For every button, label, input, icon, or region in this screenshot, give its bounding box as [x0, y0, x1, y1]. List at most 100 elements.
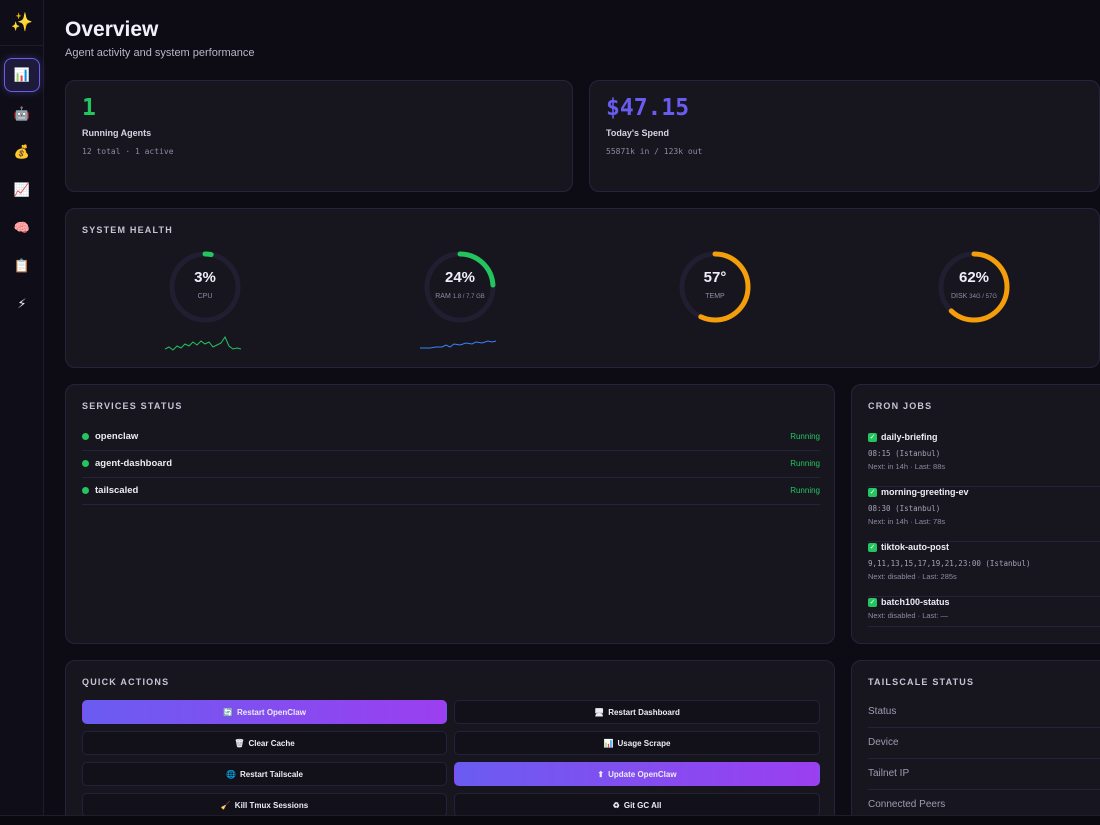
todays-spend-card: $47.15 Today's Spend 55871k in / 123k ou…: [589, 80, 1100, 192]
globe-icon: 🌐: [226, 769, 236, 779]
sidebar-item-overview[interactable]: 📊: [4, 58, 40, 92]
clear-cache-button[interactable]: 🗑 Clear Cache: [82, 731, 447, 755]
disk-detail: 34G / 57G: [969, 294, 997, 300]
service-name: openclaw: [95, 431, 139, 442]
temp-gauge-ring: [679, 251, 751, 323]
disk-label: DISK 34G / 57G: [934, 291, 1014, 303]
button-label: Git GC All: [623, 800, 662, 810]
check-icon: ✓: [868, 543, 877, 552]
todays-spend-value: $47.15: [606, 95, 690, 121]
temp-label: TEMP: [675, 291, 755, 303]
sparkles-icon[interactable]: ✨: [0, 0, 44, 46]
cron-schedule: 08:30 (Istanbul): [868, 504, 941, 513]
button-label: Clear Cache: [248, 738, 295, 748]
ram-detail: 1.8 / 7.7 GB: [452, 294, 485, 300]
sidebar-item-spend[interactable]: 💰: [4, 135, 40, 169]
tailscale-label: Connected Peers: [868, 799, 946, 810]
bar-chart-icon: 📊: [13, 67, 31, 83]
ram-gauge-arc: [424, 251, 496, 323]
system-health-title: SYSTEM HEALTH: [82, 225, 173, 235]
sidebar-item-analytics[interactable]: 📈: [4, 173, 40, 207]
temp-value: 57°: [703, 269, 727, 286]
cron-row-daily-briefing[interactable]: ✓ daily-briefing 08:15 (Istanbul) Next: …: [868, 432, 1100, 487]
cron-next: Next: in 14h · Last: 88s: [868, 462, 946, 471]
status-dot: [82, 433, 89, 440]
up-arrow-icon: ⬆: [597, 769, 605, 779]
running-agents-label: Running Agents: [82, 128, 152, 138]
button-label: Update OpenClaw: [608, 769, 677, 779]
trash-icon: 🗑: [234, 738, 245, 748]
cron-row-batch100-status[interactable]: ✓ batch100-status Next: disabled · Last:…: [868, 597, 1100, 627]
button-label: Usage Scrape: [617, 738, 671, 748]
button-label: Restart OpenClaw: [237, 707, 306, 717]
tailscale-status-card: TAILSCALE STATUS Status Device Tailnet I…: [851, 660, 1100, 825]
disk-gauge-arc: [938, 251, 1010, 323]
lightning-icon: ⚡: [17, 296, 27, 312]
clipboard-icon: 📋: [13, 258, 31, 274]
services-status-title: SERVICES STATUS: [82, 401, 183, 411]
temp-label-text: TEMP: [705, 293, 725, 300]
cron-jobs-card: CRON JOBS ✓ daily-briefing 08:15 (Istanb…: [851, 384, 1100, 644]
line-chart-icon: 📈: [13, 182, 31, 198]
ram-gauge: 24% RAM 1.8 / 7.7 GB: [420, 247, 500, 327]
temp-gauge: 57° TEMP: [675, 247, 755, 327]
button-label: Restart Tailscale: [239, 769, 303, 779]
cpu-gauge: 3% CPU: [165, 247, 245, 327]
cron-next: Next: disabled · Last: 285s: [868, 572, 957, 581]
usage-scrape-button[interactable]: 📊 Usage Scrape: [454, 731, 820, 755]
disk-gauge-ring: [938, 251, 1010, 323]
cron-name: daily-briefing: [881, 432, 938, 442]
tailscale-row-status: Status: [868, 697, 1100, 728]
sidebar-item-agents[interactable]: 🤖: [4, 97, 40, 131]
sidebar-item-actions[interactable]: ⚡: [4, 287, 40, 321]
service-row-openclaw[interactable]: openclaw Running: [82, 424, 820, 451]
running-agents-card: 1 Running Agents 12 total · 1 active: [65, 80, 573, 192]
ram-gauge-ring: [424, 251, 496, 323]
update-openclaw-button[interactable]: ⬆ Update OpenClaw: [454, 762, 820, 786]
git-gc-all-button[interactable]: ♻ Git GC All: [454, 793, 820, 817]
cpu-value: 3%: [194, 269, 216, 286]
ram-label: RAM 1.8 / 7.7 GB: [420, 291, 500, 303]
cron-next: Next: in 14h · Last: 78s: [868, 517, 946, 526]
quick-actions-title: QUICK ACTIONS: [82, 677, 170, 687]
cron-schedule: 9,11,13,15,17,19,21,23:00 (Istanbul): [868, 559, 1031, 568]
service-status: Running: [790, 486, 820, 495]
check-icon: ✓: [868, 598, 877, 607]
tailscale-label: Tailnet IP: [868, 768, 910, 779]
service-row-agent-dashboard[interactable]: agent-dashboard Running: [82, 451, 820, 478]
cron-jobs-title: CRON JOBS: [868, 401, 933, 411]
recycle-icon: ♻: [612, 800, 620, 810]
cron-name: tiktok-auto-post: [881, 542, 949, 552]
check-icon: ✓: [868, 433, 877, 442]
cron-row-tiktok-auto-post[interactable]: ✓ tiktok-auto-post 9,11,13,15,17,19,21,2…: [868, 542, 1100, 597]
service-row-tailscaled[interactable]: tailscaled Running: [82, 478, 820, 505]
money-bag-icon: 💰: [13, 144, 31, 160]
tailscale-label: Device: [868, 737, 899, 748]
sidebar-item-memory[interactable]: 🧠: [4, 211, 40, 245]
robot-icon: 🤖: [13, 106, 31, 122]
cpu-sparkline: [165, 335, 242, 351]
brain-icon: 🧠: [13, 220, 31, 236]
services-status-card: SERVICES STATUS openclaw Running agent-d…: [65, 384, 835, 644]
restart-openclaw-button[interactable]: 🔄 Restart OpenClaw: [82, 700, 447, 724]
running-agents-sub: 12 total · 1 active: [82, 147, 174, 156]
cpu-label-text: CPU: [197, 293, 213, 300]
tailscale-status-title: TAILSCALE STATUS: [868, 677, 975, 687]
restart-tailscale-button[interactable]: 🌐 Restart Tailscale: [82, 762, 447, 786]
disk-label-text: DISK: [951, 293, 968, 300]
ram-sparkline-line: [420, 340, 497, 349]
cron-name: morning-greeting-ev: [881, 487, 969, 497]
todays-spend-label: Today's Spend: [606, 128, 669, 138]
kill-tmux-sessions-button[interactable]: 🧹 Kill Tmux Sessions: [82, 793, 447, 817]
check-icon: ✓: [868, 488, 877, 497]
service-status: Running: [790, 459, 820, 468]
button-label: Restart Dashboard: [608, 707, 680, 717]
ram-label-text: RAM: [435, 293, 451, 300]
bar-chart-icon: 📊: [603, 738, 614, 748]
cpu-gauge-arc: [169, 251, 241, 323]
cron-row-morning-greeting-ev[interactable]: ✓ morning-greeting-ev 08:30 (Istanbul) N…: [868, 487, 1100, 542]
service-status: Running: [790, 432, 820, 441]
restart-dashboard-button[interactable]: 🖥 Restart Dashboard: [454, 700, 820, 724]
sidebar-item-logs[interactable]: 📋: [4, 249, 40, 283]
tailscale-row-device: Device: [868, 728, 1100, 759]
